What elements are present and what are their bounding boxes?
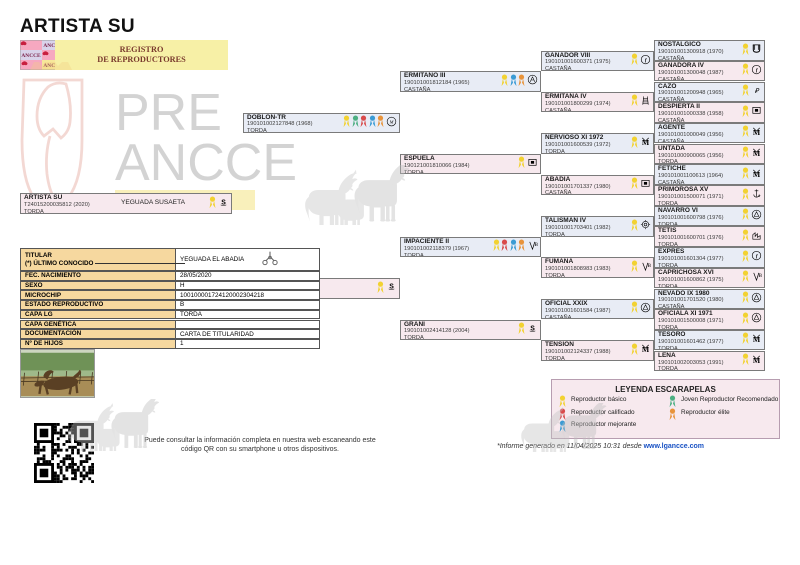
svg-text:M: M (389, 119, 395, 124)
svg-text:f: f (756, 254, 759, 260)
svg-text:B: B (534, 242, 538, 248)
svg-text:ANCCE: ANCCE (115, 134, 297, 192)
svg-text:f: f (645, 57, 648, 63)
svg-text:f: f (756, 68, 759, 74)
svg-text:B: B (647, 263, 651, 269)
svg-text:B: B (758, 273, 762, 279)
svg-text:ANCCE: ANCCE (21, 53, 41, 59)
svg-text:⃃: ⃃ (754, 88, 759, 95)
